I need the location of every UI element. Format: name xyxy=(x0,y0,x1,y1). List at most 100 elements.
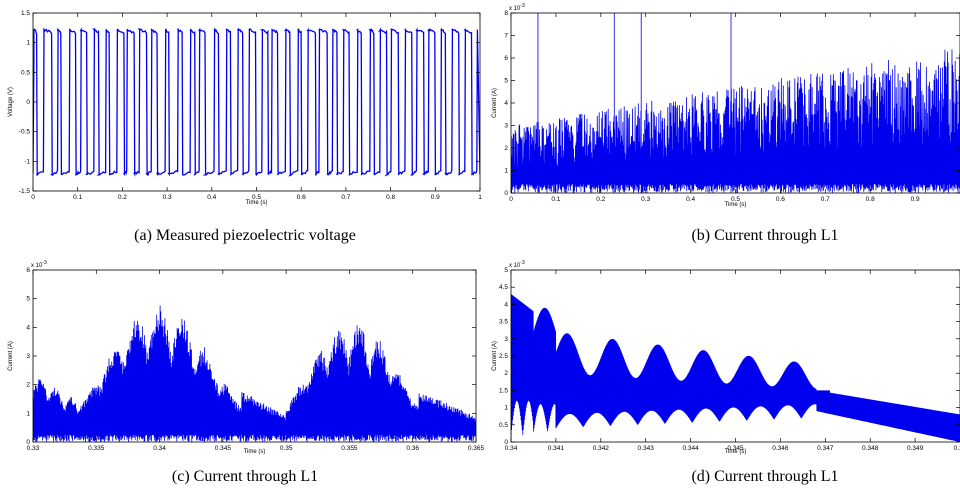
x-axis-label: Time (s) xyxy=(246,200,268,206)
x-tick-label: 0.9 xyxy=(911,196,920,203)
x-tick-label: 0.7 xyxy=(341,194,350,201)
y-tick-label: -1 xyxy=(24,158,30,165)
y-tick-label: 6 xyxy=(504,55,508,62)
series-line xyxy=(511,294,960,442)
series-line xyxy=(33,305,476,442)
x-tick-label: 0.348 xyxy=(862,445,879,452)
x-tick-label: 0.2 xyxy=(596,196,605,203)
axis-exponent-power: -3 xyxy=(520,3,525,9)
x-tick-label: 0.3 xyxy=(163,194,172,201)
y-tick-label: 2.5 xyxy=(499,353,508,360)
x-tick-label: 0 xyxy=(31,194,35,201)
x-tick-label: 0.346 xyxy=(772,445,789,452)
y-tick-label: 4.5 xyxy=(499,284,508,291)
series-line xyxy=(33,27,480,177)
x-tick-label: 0.8 xyxy=(386,194,395,201)
y-tick-label: 1 xyxy=(26,40,30,47)
chart-panel-b: 0 0.1 0.2 0.3 0.4 0.5 0.6 0.7 0.8 0.9 0 1 2 3 4 5 6 7 8 Tim… xyxy=(490,0,960,220)
x-tick-label: 0.5 xyxy=(252,194,261,201)
y-axis-label: Current (A) xyxy=(8,341,14,371)
x-tick-label: 0.355 xyxy=(341,445,358,452)
chart-a: 0 0.1 0.2 0.3 0.4 0.5 0.6 0.7 0.8 0.9 1 -1.5 -1 -0.5 0… xyxy=(8,10,482,206)
chart-panel-a: 0 0.1 0.2 0.3 0.4 0.5 0.6 0.7 0.8 0.9 1 -1.5 -1 -0.5 0… xyxy=(0,0,490,220)
x-tick-label: 0.33 xyxy=(27,445,40,452)
x-tick-label: 0.36 xyxy=(406,445,419,452)
y-axis-label: Current (A) xyxy=(492,341,498,371)
x-tick-label: 0.342 xyxy=(593,445,610,452)
x-tick-label: 0 xyxy=(509,196,513,203)
y-tick-label: 0 xyxy=(504,190,508,197)
y-tick-label: 1.5 xyxy=(21,10,30,17)
y-tick-label: 6 xyxy=(26,267,30,274)
series-line xyxy=(511,13,960,193)
y-tick-label: 5 xyxy=(26,296,30,303)
y-tick-label: 3 xyxy=(504,123,508,130)
x-tick-label: 0.347 xyxy=(817,445,834,452)
x-tick-label: 0.1 xyxy=(73,194,82,201)
chart-c: 0.33 0.335 0.34 0.345 0.35 0.355 0.36 0.365 0 1 2 3… xyxy=(8,260,485,455)
y-tick-label: 0.5 xyxy=(499,422,508,429)
chart-b: 0 0.1 0.2 0.3 0.4 0.5 0.6 0.7 0.8 0.9 0 1 2 3 4 5 6 7 8 Tim… xyxy=(492,3,960,208)
x-tick-label: 0.34 xyxy=(153,445,166,452)
y-tick-label: 4 xyxy=(504,100,508,107)
x-tick-label: 1 xyxy=(478,194,482,201)
y-tick-label: 1 xyxy=(504,168,508,175)
y-tick-label: 0 xyxy=(26,439,30,446)
y-tick-label: -1.5 xyxy=(19,188,31,195)
y-tick-label: 4 xyxy=(504,301,508,308)
y-tick-label: 8 xyxy=(504,10,508,17)
x-tick-label: 0.335 xyxy=(88,445,105,452)
y-tick-label: 4 xyxy=(26,324,30,331)
axis-exponent: x 10-3 xyxy=(509,260,525,269)
x-tick-label: 0.345 xyxy=(215,445,232,452)
x-tick-label: 0.341 xyxy=(548,445,565,452)
x-tick-label: 0.4 xyxy=(207,194,216,201)
y-axis-label: Current (A) xyxy=(492,88,498,118)
axis-exponent: x 10-3 xyxy=(509,3,525,12)
y-tick-label: 1.5 xyxy=(499,387,508,394)
x-tick-label: 0.7 xyxy=(821,196,830,203)
y-tick-label: 1 xyxy=(504,405,508,412)
y-tick-label: 5 xyxy=(504,78,508,85)
x-tick-label: 0.345 xyxy=(727,445,744,452)
y-tick-label: 3 xyxy=(26,353,30,360)
y-tick-label: 0.5 xyxy=(21,69,30,76)
x-tick-label: 0.8 xyxy=(866,196,875,203)
x-tick-label: 0.344 xyxy=(682,445,699,452)
caption-a: (a) Measured piezoelectric voltage xyxy=(134,227,356,244)
x-tick-label: 0.35 xyxy=(954,445,960,452)
x-tick-label: 0.2 xyxy=(118,194,127,201)
x-axis-label: Time (s) xyxy=(725,449,747,455)
x-tick-label: 0.3 xyxy=(641,196,650,203)
chart-panel-d: 0.34 0.341 0.342 0.343 0.344 0.345 0.346 0.347 0… xyxy=(490,258,960,458)
y-tick-label: 7 xyxy=(504,33,508,40)
x-axis-label: Time (s) xyxy=(244,449,266,455)
x-tick-label: 0.5 xyxy=(731,196,740,203)
caption-c: (c) Current through L1 xyxy=(171,468,319,485)
x-tick-label: 0.34 xyxy=(505,445,518,452)
y-tick-label: 2 xyxy=(26,382,30,389)
axis-exponent: x 10-3 xyxy=(31,260,47,269)
x-tick-label: 0.1 xyxy=(551,196,560,203)
caption-d: (d) Current through L1 xyxy=(691,468,839,485)
y-tick-label: 2 xyxy=(504,145,508,152)
y-axis-label: Voltage (V) xyxy=(8,87,14,117)
axis-exponent-power: -3 xyxy=(520,260,525,266)
x-axis-label: Time (s) xyxy=(725,202,747,208)
y-tick-label: 0 xyxy=(504,439,508,446)
x-tick-label: 0.365 xyxy=(468,445,485,452)
x-tick-label: 0.343 xyxy=(638,445,655,452)
chart-panel-c: 0.33 0.335 0.34 0.345 0.35 0.355 0.36 0.365 0 1 2 3… xyxy=(0,258,490,458)
y-tick-label: -0.5 xyxy=(19,129,31,136)
y-tick-label: 3.5 xyxy=(499,319,508,326)
caption-b: (b) Current through L1 xyxy=(691,227,839,244)
x-tick-label: 0.9 xyxy=(431,194,440,201)
y-tick-label: 1 xyxy=(26,410,30,417)
y-tick-label: 2 xyxy=(504,370,508,377)
y-tick-label: 3 xyxy=(504,336,508,343)
axis-exponent-power: -3 xyxy=(42,260,47,266)
x-tick-label: 0.35 xyxy=(280,445,293,452)
x-tick-label: 0.6 xyxy=(776,196,785,203)
x-tick-label: 0.4 xyxy=(686,196,695,203)
y-tick-label: 0 xyxy=(26,99,30,106)
